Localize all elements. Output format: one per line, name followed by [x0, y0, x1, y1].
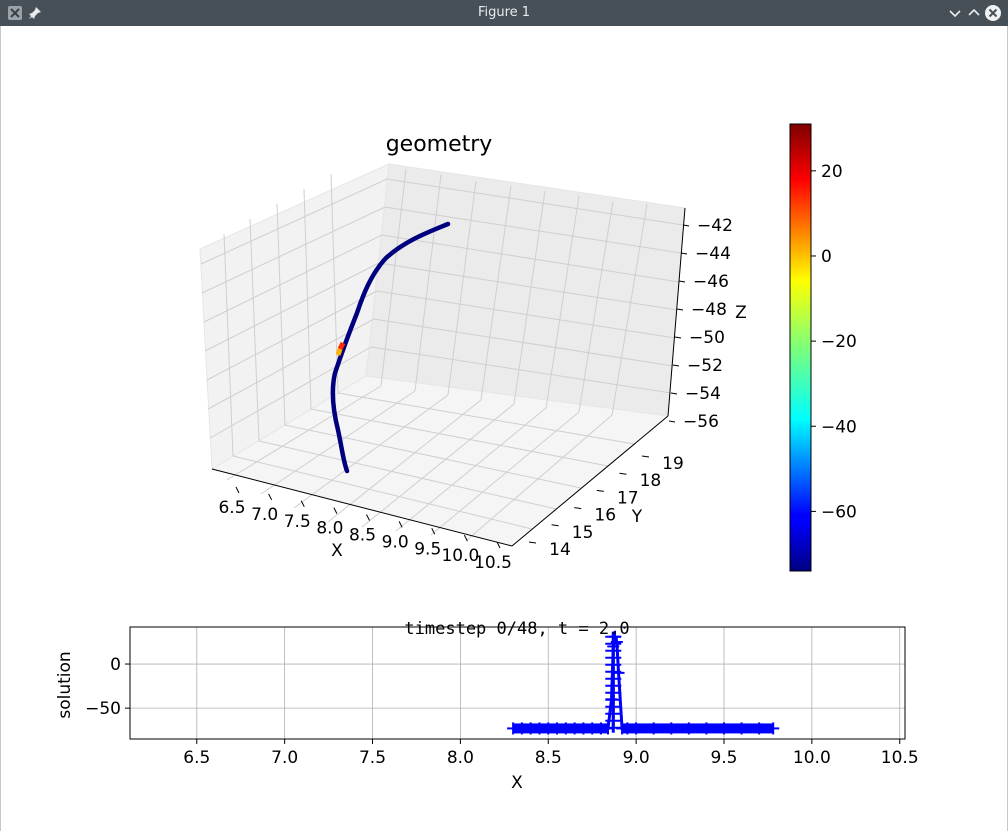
- x-tick-label-3d: 6.5: [218, 498, 245, 518]
- y-tick-3d: [619, 473, 626, 474]
- series-band-right: [622, 723, 773, 733]
- z-tick-label-3d: −48: [691, 300, 727, 320]
- colorbar-tick-label: −60: [821, 502, 857, 522]
- z-tick-label-3d: −44: [695, 244, 731, 264]
- z-tick-label-3d: −54: [685, 384, 721, 404]
- window-title: Figure 1: [0, 0, 1008, 26]
- y-tick-3d: [574, 508, 581, 509]
- z-tick-3d: [673, 365, 679, 366]
- y-tick-label-2d: 0: [110, 655, 121, 675]
- colorbar-tick-label: 0: [821, 247, 832, 267]
- x-tick-label-2d: 6.5: [183, 748, 210, 768]
- y-tick-label-3d: 14: [549, 540, 571, 560]
- y-tick-label-3d: 16: [594, 506, 616, 526]
- colorbar-tick-label: −40: [821, 417, 857, 437]
- y-tick-label-3d: 15: [572, 523, 594, 543]
- figure-canvas[interactable]: 6.5 7.0 7.5 8.0 8.5 9.0 9.5 10.0 10.5 X 14 15 16 17…: [0, 26, 1008, 831]
- x-tick-3d: [269, 494, 272, 500]
- maximize-button[interactable]: [965, 4, 983, 22]
- y-axis-label-2d: solution: [55, 651, 75, 718]
- x-tick-3d: [399, 521, 402, 527]
- x-tick-3d: [367, 515, 370, 521]
- close-button[interactable]: [984, 4, 1002, 22]
- x-tick-label-2d: 10.5: [881, 748, 919, 768]
- z-tick-3d: [675, 337, 681, 338]
- x-tick-3d: [236, 487, 239, 493]
- x-tick-label-2d: 7.5: [359, 748, 386, 768]
- figure-svg: 6.5 7.0 7.5 8.0 8.5 9.0 9.5 10.010.5 X 14151617…: [1, 26, 1007, 831]
- y-tick-labels-2d: 0 −50: [85, 655, 130, 719]
- colorbar: 20 0 −20 −40 −60: [790, 124, 857, 571]
- y-tick-3d: [597, 490, 604, 491]
- geometry-curve-hot-2: [338, 349, 340, 355]
- x-tick-3d: [334, 508, 337, 514]
- z-tick-3d: [671, 393, 677, 394]
- x-tick-label-3d: 8.0: [316, 519, 343, 539]
- x-tick-label-2d: 9.5: [710, 748, 737, 768]
- z-tick-label-3d: −56: [683, 412, 719, 432]
- plot3d-axes: 6.5 7.0 7.5 8.0 8.5 9.0 9.5 10.010.5 X 14151617…: [200, 132, 747, 573]
- y-tick-label-2d: −50: [85, 699, 121, 719]
- z-tick-3d: [677, 309, 683, 310]
- z-tick-label-3d: −50: [689, 328, 725, 348]
- colorbar-gradient: [790, 124, 811, 571]
- x-tick-label-3d: 8.5: [349, 526, 376, 546]
- y-tick-label-3d: 18: [640, 471, 662, 491]
- x-tick-label-2d: 10.0: [793, 748, 831, 768]
- y-tick-3d: [552, 525, 559, 526]
- z-tick-label-3d: −42: [697, 216, 733, 236]
- x-tick-label-3d: 7.0: [251, 505, 278, 525]
- x-tick-3d: [464, 535, 467, 541]
- x-axis-label-3d: X: [331, 541, 343, 561]
- z-tick-3d: [681, 253, 687, 254]
- x-tick-label-3d: 7.5: [284, 512, 311, 532]
- x-axis-label-2d: X: [511, 773, 523, 793]
- geometry-curve-hot-1: [340, 343, 343, 349]
- x-tick-label-2d: 8.0: [447, 748, 474, 768]
- minimize-button[interactable]: [946, 4, 964, 22]
- x-tick-label-2d: 7.0: [271, 748, 298, 768]
- y-axis-label-3d: Y: [631, 507, 643, 527]
- y-tick-3d: [529, 542, 536, 543]
- plot3d-title: geometry: [386, 132, 493, 157]
- colorbar-tick-label: 20: [821, 162, 843, 182]
- x-tick-labels-2d: 6.5 7.0 7.5 8.0 8.5 9.0 9.5 10.0 10.5: [183, 739, 918, 768]
- x-tick-label-3d: 10.5: [474, 553, 512, 573]
- z-tick-3d: [669, 421, 675, 422]
- colorbar-tick-label: −20: [821, 332, 857, 352]
- pane-back: [366, 164, 685, 416]
- z-tick-3d: [679, 281, 685, 282]
- x-tick-label-3d: 9.0: [382, 532, 409, 552]
- title-bar[interactable]: Figure 1: [0, 0, 1008, 26]
- chevron-down-icon: [946, 4, 964, 22]
- z-axis-label-3d: Z: [735, 303, 747, 323]
- z-tick-label-3d: −52: [687, 356, 723, 376]
- y-tick-label-3d: 19: [662, 454, 684, 474]
- z-tick-label-3d: −46: [693, 272, 729, 292]
- x-tick-label-2d: 8.5: [535, 748, 562, 768]
- series-band-left: [513, 723, 608, 733]
- x-tick-label-2d: 9.0: [623, 748, 650, 768]
- y-tick-3d: [642, 456, 649, 457]
- y-tick-label-3d: 17: [617, 488, 639, 508]
- colorbar-tick-labels: 20 0 −20 −40 −60: [811, 162, 857, 523]
- chevron-up-icon: [965, 4, 983, 22]
- plot2d-title: timestep 0/48, t = 2.0: [404, 619, 629, 639]
- close-icon: [984, 4, 1002, 22]
- plot2d-axes: 6.5 7.0 7.5 8.0 8.5 9.0 9.5 10.0 10.5 0 −50 times…: [55, 619, 919, 793]
- x-tick-label-3d: 9.5: [414, 539, 441, 559]
- plot2d-frame: [130, 627, 905, 739]
